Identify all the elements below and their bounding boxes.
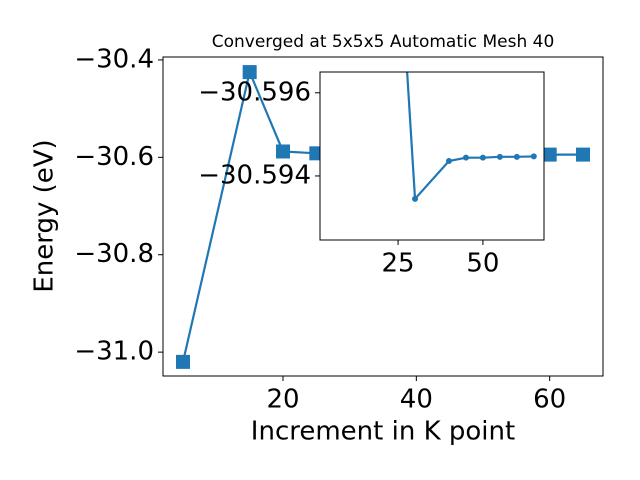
x-tick-label: 40 xyxy=(400,385,433,415)
y-tick-label: −30.4 xyxy=(74,44,154,74)
data-point xyxy=(276,144,290,159)
data-point xyxy=(542,147,557,162)
y-tick-label: −31.0 xyxy=(74,337,154,367)
data-point xyxy=(242,65,257,80)
y-tick-label: −30.594 xyxy=(198,160,311,190)
y-tick-label: −30.8 xyxy=(74,239,154,269)
x-tick-label: 25 xyxy=(382,249,415,279)
axes-frame xyxy=(162,56,604,377)
data-point xyxy=(445,157,452,164)
data-point xyxy=(412,195,419,202)
x-tick-label: 20 xyxy=(266,385,299,415)
data-point xyxy=(176,354,190,369)
x-tick-label: 50 xyxy=(466,249,499,279)
chart-title: Converged at 5x5x5 Automatic Mesh 40 xyxy=(212,32,555,52)
x-tick-label: 60 xyxy=(533,385,566,415)
data-point xyxy=(513,153,520,160)
x-axis-label: Increment in K point xyxy=(251,417,515,447)
y-tick-label: −30.6 xyxy=(74,142,154,172)
y-axis-label: Energy (eV) xyxy=(30,139,60,292)
data-point xyxy=(496,153,503,160)
data-point xyxy=(530,153,537,160)
data-point xyxy=(479,154,486,161)
axes-frame xyxy=(319,71,545,241)
data-point xyxy=(576,147,590,162)
y-tick-label: −30.596 xyxy=(198,77,311,107)
data-point xyxy=(462,154,469,161)
